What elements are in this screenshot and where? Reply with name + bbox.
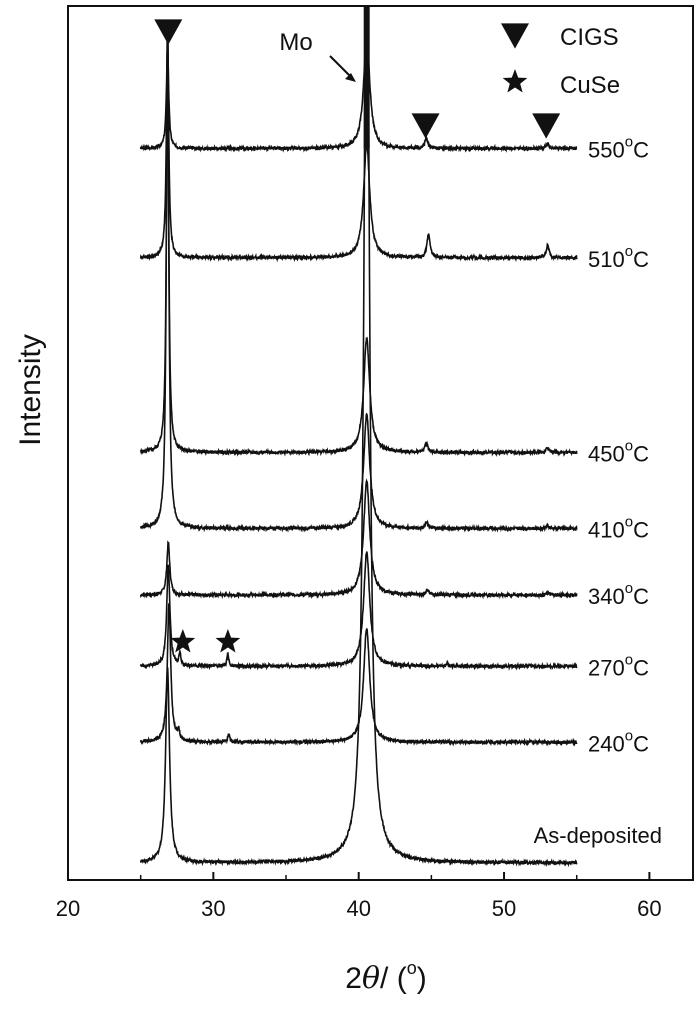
plot-frame: [67, 5, 694, 881]
annotations: Mo: [279, 29, 356, 82]
series-label-as-deposited: As-deposited: [534, 823, 662, 848]
x-tick-label-30: 30: [201, 896, 225, 921]
x-tick-label-50: 50: [492, 896, 516, 921]
series-label-550: 550oC: [588, 134, 649, 163]
series-label-510: 510oC: [588, 243, 649, 272]
cigs-marker: [154, 19, 183, 45]
x-axis-title-degree: o: [407, 958, 417, 978]
cuse-marker: [215, 629, 241, 653]
peak-markers: [154, 19, 561, 653]
x-axis-title-prefix: 2: [345, 962, 362, 995]
mo-peak-bar: [363, 6, 370, 149]
series-labels: 550oC 510oC 450oC 410oC 340oC 270oC 240oC As-de…: [534, 134, 662, 849]
x-tick-label-60: 60: [637, 896, 661, 921]
x-axis: 20 30 40 50 60: [56, 872, 662, 921]
series-label-410: 410oC: [588, 514, 649, 543]
series-line-As-deposited: [139, 6, 578, 868]
cigs-marker: [411, 113, 440, 139]
legend: CIGS CuSe: [501, 23, 620, 99]
mo-arrowhead: [345, 73, 356, 82]
series-label-450: 450oC: [588, 438, 649, 467]
series-line-550: [139, 33, 578, 153]
cigs-marker: [532, 113, 561, 139]
series-line-340: [139, 478, 578, 600]
x-axis-title-theta: θ: [362, 961, 380, 996]
series-label-270: 270oC: [588, 651, 649, 680]
x-axis-title-mid: / (: [380, 962, 407, 995]
x-tick-label-20: 20: [56, 896, 80, 921]
series-line-410: [139, 36, 578, 533]
series-label-240: 240oC: [588, 727, 649, 756]
x-tick-label-40: 40: [346, 896, 370, 921]
series-label-340: 340oC: [588, 580, 649, 609]
cuse-marker: [170, 629, 196, 653]
mo-annotation-arrow: [329, 55, 353, 79]
x-axis-title-close: ): [417, 962, 427, 995]
legend-marker-cuse: [502, 69, 528, 93]
y-axis-title: Intensity: [14, 334, 47, 446]
series-line-270: [139, 551, 578, 671]
plot-area: [139, 6, 578, 868]
mo-annotation-label: Mo: [279, 29, 312, 56]
legend-label-cigs: CIGS: [560, 24, 619, 51]
x-axis-title: 2θ/ (o): [345, 958, 426, 996]
legend-marker-cigs: [501, 23, 529, 49]
legend-label-cuse: CuSe: [560, 72, 620, 99]
series-line-450: [139, 28, 578, 458]
series-line-510: [139, 22, 578, 263]
